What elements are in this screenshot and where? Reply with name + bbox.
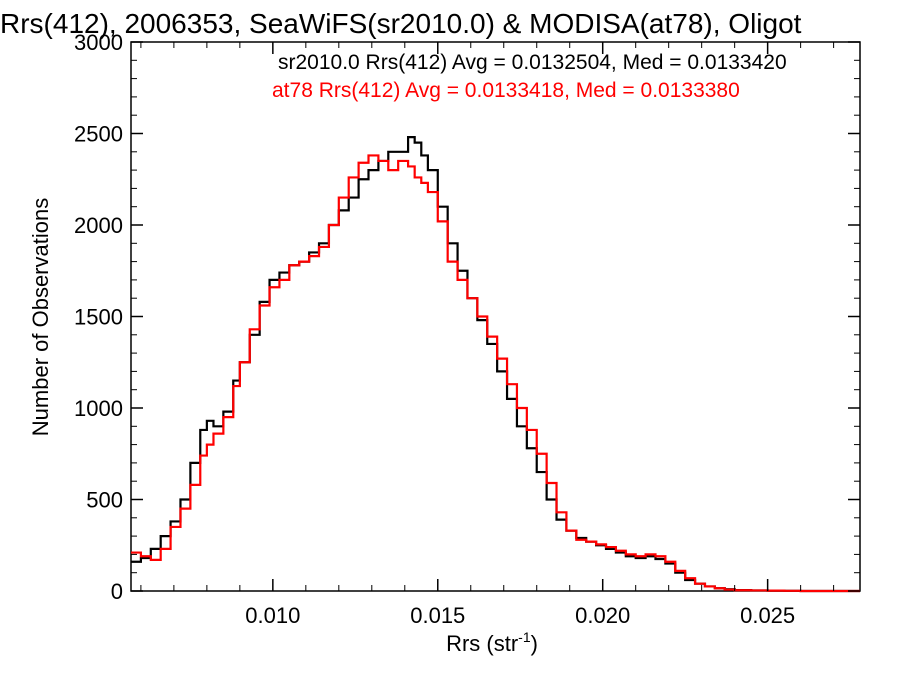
x-tick-label: 0.015	[410, 603, 465, 628]
tick-layer: 0 500 1000 1500 2000 2500 3000 0.010 0.015 0.020 0…	[74, 30, 860, 628]
y-tick-label: 2500	[74, 122, 123, 147]
series-line-1	[131, 154, 860, 593]
stats-annotation-red: at78 Rrs(412) Avg = 0.0133418, Med = 0.0…	[272, 79, 740, 102]
y-tick-label: 2000	[74, 213, 123, 238]
x-axis-label-main: Rrs (str	[446, 631, 518, 656]
x-tick-label: 0.010	[245, 603, 300, 628]
x-axis-label: Rrs (str-1)	[446, 629, 538, 656]
x-axis-label-superscript: -1	[518, 629, 531, 645]
series-line-0	[131, 136, 860, 593]
x-tick-label: 0.020	[575, 603, 630, 628]
y-tick-label: 500	[86, 488, 123, 513]
y-tick-label: 1000	[74, 396, 123, 421]
y-tick-label: 1500	[74, 305, 123, 330]
stats-annotation-black: sr2010.0 Rrs(412) Avg = 0.0132504, Med =…	[278, 51, 787, 74]
series-layer	[131, 136, 860, 593]
y-tick-label: 3000	[74, 30, 123, 55]
x-tick-label: 0.025	[740, 603, 795, 628]
plot-area: 0 500 1000 1500 2000 2500 3000 0.010 0.015 0.020 0…	[74, 30, 861, 628]
y-axis-label: Number of Observations	[28, 198, 53, 436]
plot-frame	[130, 41, 861, 592]
chart-title: Rrs(412), 2006353, SeaWiFS(sr2010.0) & M…	[0, 8, 802, 39]
y-tick-label: 0	[111, 579, 123, 604]
x-axis-label-end: )	[531, 631, 538, 656]
